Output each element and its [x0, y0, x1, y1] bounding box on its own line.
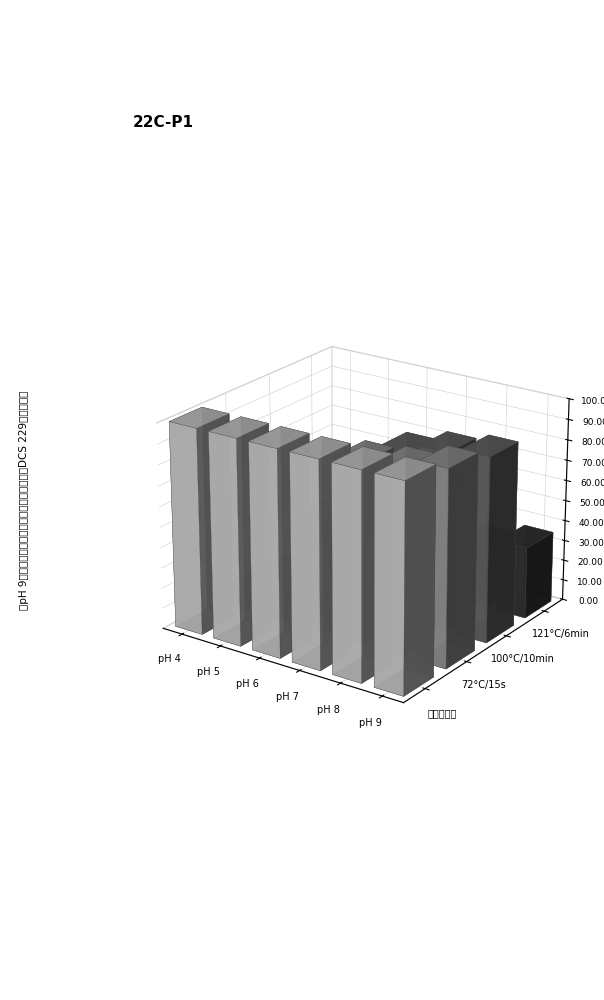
Text: 在pH 9下与未经热处理的样品相比，抗大肠杆菌DCS 229的残余活性: 在pH 9下与未经热处理的样品相比，抗大肠杆菌DCS 229的残余活性: [19, 390, 29, 610]
Text: 22C-P1: 22C-P1: [133, 115, 194, 130]
